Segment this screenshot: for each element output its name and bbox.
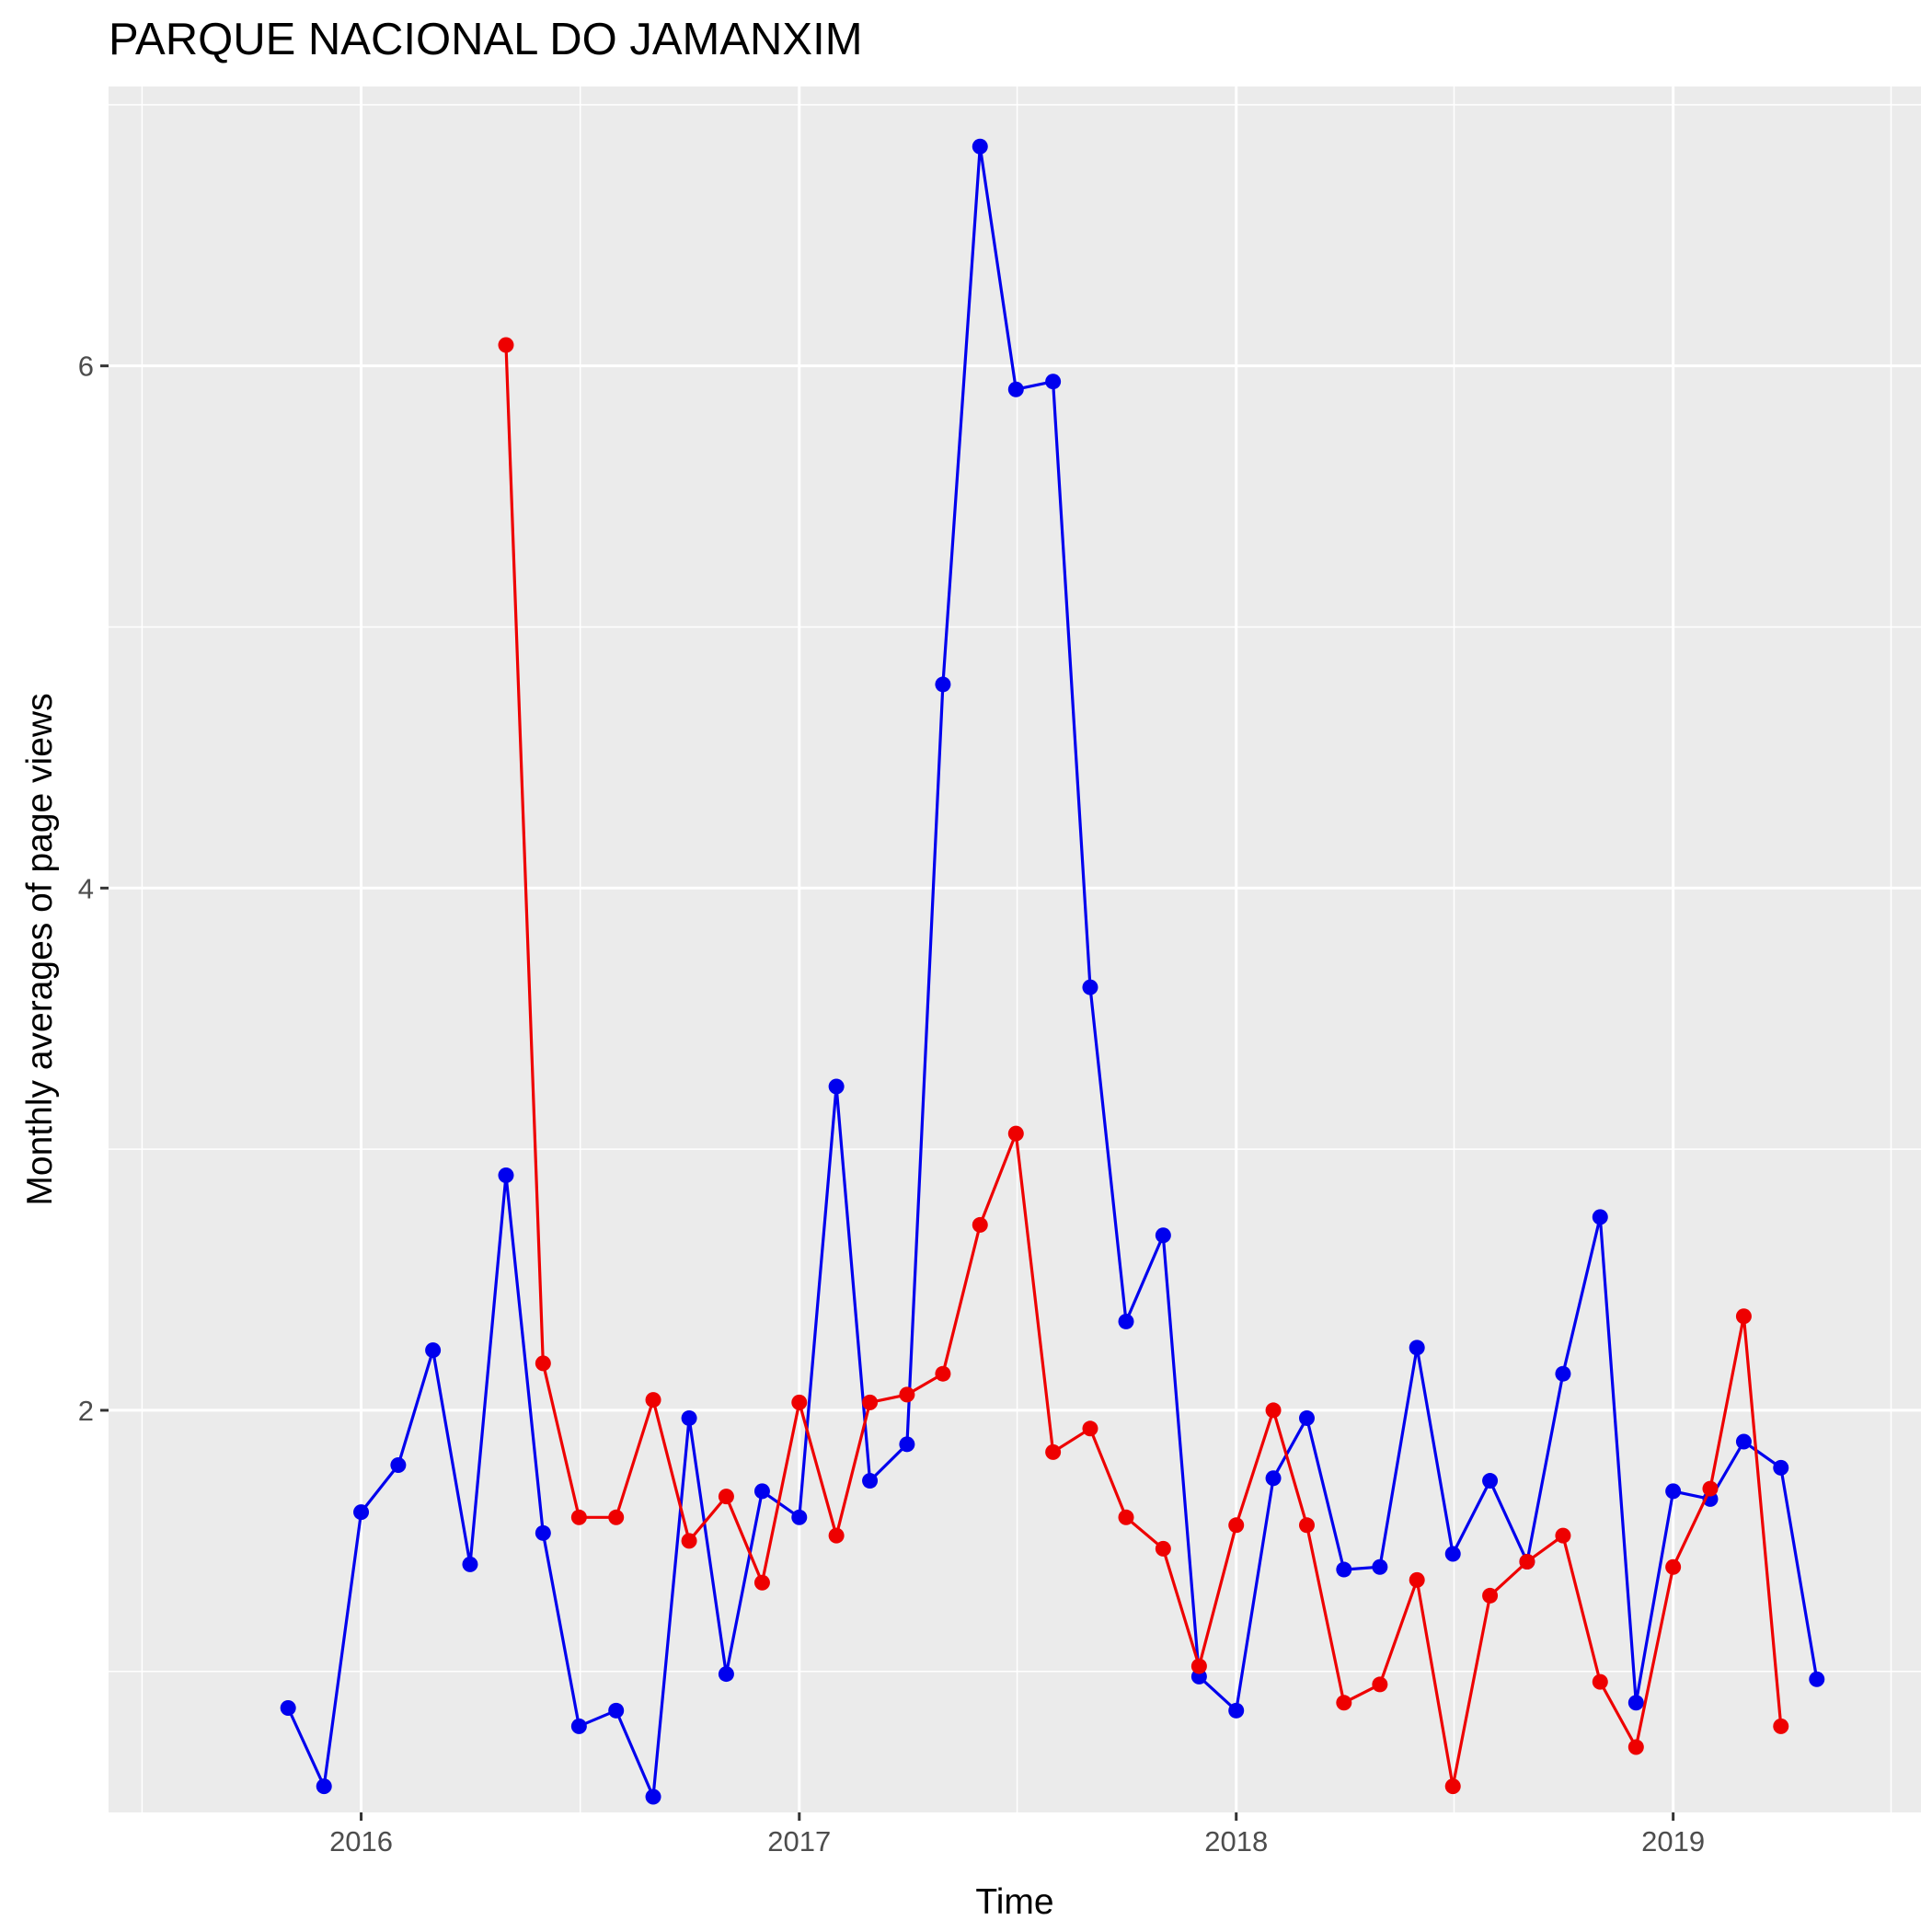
y-tick-label: 4 bbox=[78, 872, 94, 904]
series-2 bbox=[498, 337, 1789, 1795]
chart-title: PARQUE NACIONAL DO JAMANXIM bbox=[109, 15, 863, 64]
series-1-point bbox=[390, 1457, 407, 1474]
series-1-point bbox=[1007, 381, 1024, 397]
series-1-point bbox=[718, 1666, 734, 1683]
series-1-point bbox=[1592, 1209, 1608, 1225]
series-2-point bbox=[645, 1392, 661, 1409]
series-2-point bbox=[718, 1489, 734, 1505]
series-1-point bbox=[1444, 1546, 1461, 1562]
series-2-point bbox=[1118, 1509, 1134, 1525]
series-1-point bbox=[1155, 1227, 1171, 1244]
series-2-point bbox=[1265, 1402, 1282, 1419]
series-2-point bbox=[1444, 1778, 1461, 1795]
series-2-point bbox=[608, 1509, 625, 1525]
series-2-point bbox=[1190, 1658, 1207, 1674]
series-2-point bbox=[862, 1394, 879, 1410]
series-2-line bbox=[504, 344, 1783, 1788]
series-1-point bbox=[1045, 374, 1062, 390]
series-2-point bbox=[535, 1355, 551, 1372]
series-2-point bbox=[753, 1574, 770, 1591]
series-1-point bbox=[753, 1483, 770, 1500]
series-1-point bbox=[353, 1504, 370, 1521]
series-2-point bbox=[1007, 1125, 1024, 1142]
series-2-point bbox=[1627, 1739, 1644, 1755]
series-2-point bbox=[681, 1533, 697, 1549]
y-tick-label: 6 bbox=[78, 351, 94, 383]
series-2-point bbox=[498, 337, 514, 353]
series-1-point bbox=[1809, 1671, 1825, 1687]
series-1-point bbox=[570, 1718, 587, 1734]
series-1-point bbox=[608, 1702, 625, 1719]
series-1-point bbox=[280, 1699, 296, 1716]
series-2-point bbox=[935, 1365, 951, 1382]
series-1-point bbox=[1118, 1313, 1134, 1329]
series-1-point bbox=[935, 676, 951, 693]
series-1-point bbox=[1555, 1365, 1571, 1382]
series-1-point bbox=[1482, 1473, 1499, 1489]
series-2-point bbox=[1735, 1308, 1752, 1325]
series-2-point bbox=[972, 1216, 988, 1233]
series-1-point bbox=[535, 1524, 551, 1541]
x-axis-title: Time bbox=[975, 1882, 1053, 1922]
y-axis-title: Monthly averages of page views bbox=[20, 693, 60, 1205]
series-2-point bbox=[1773, 1718, 1789, 1734]
series-2-point bbox=[1045, 1443, 1062, 1460]
x-tick-label: 2017 bbox=[767, 1825, 831, 1857]
series-1-point bbox=[1265, 1470, 1282, 1487]
x-tick-label: 2018 bbox=[1204, 1825, 1268, 1857]
series-1-point bbox=[1082, 979, 1098, 995]
series-2-point bbox=[899, 1386, 915, 1403]
y-tick-label: 2 bbox=[78, 1395, 94, 1427]
series-2-point bbox=[570, 1509, 587, 1525]
series-1-point bbox=[791, 1509, 808, 1525]
series-1-point bbox=[425, 1342, 442, 1359]
plot-panel bbox=[109, 86, 1921, 1812]
series-1-point bbox=[645, 1788, 661, 1805]
series-1-point bbox=[316, 1778, 332, 1795]
series-1-point bbox=[1372, 1558, 1388, 1575]
series-1-point bbox=[1773, 1459, 1789, 1476]
series-2-point bbox=[1665, 1558, 1682, 1575]
series-2-point bbox=[1702, 1480, 1719, 1497]
series-2-point bbox=[1592, 1673, 1608, 1690]
series-2-point bbox=[1336, 1695, 1352, 1711]
series-1-point bbox=[828, 1078, 845, 1095]
series-1-point bbox=[899, 1436, 915, 1453]
series-2-point bbox=[1298, 1517, 1315, 1534]
series-1-point bbox=[1735, 1433, 1752, 1450]
series-1-point bbox=[681, 1409, 697, 1426]
series-1-point bbox=[1409, 1340, 1425, 1356]
series-2-point bbox=[1555, 1527, 1571, 1544]
series-2-point bbox=[1482, 1587, 1499, 1604]
series-1-point bbox=[1627, 1695, 1644, 1711]
series-layer bbox=[280, 138, 1825, 1805]
series-2-point bbox=[791, 1394, 808, 1410]
series-1-point bbox=[862, 1473, 879, 1489]
axes: 2 4 6 2016 2017 2018 2019 bbox=[78, 351, 1705, 1857]
series-2-point bbox=[1519, 1554, 1535, 1570]
x-tick-label: 2016 bbox=[329, 1825, 393, 1857]
series-1-point bbox=[1228, 1702, 1245, 1719]
x-tick-label: 2019 bbox=[1641, 1825, 1705, 1857]
series-1-point bbox=[1298, 1409, 1315, 1426]
series-2-point bbox=[1409, 1571, 1425, 1588]
series-2-point bbox=[828, 1527, 845, 1544]
series-2-point bbox=[1372, 1676, 1388, 1693]
series-2-point bbox=[1082, 1420, 1098, 1437]
series-1-point bbox=[498, 1167, 514, 1183]
series-2-point bbox=[1228, 1517, 1245, 1534]
series-1-point bbox=[1665, 1483, 1682, 1500]
series-1-point bbox=[462, 1556, 478, 1572]
series-1-point bbox=[972, 138, 988, 155]
series-1-point bbox=[1336, 1561, 1352, 1578]
series-2-point bbox=[1155, 1540, 1171, 1557]
